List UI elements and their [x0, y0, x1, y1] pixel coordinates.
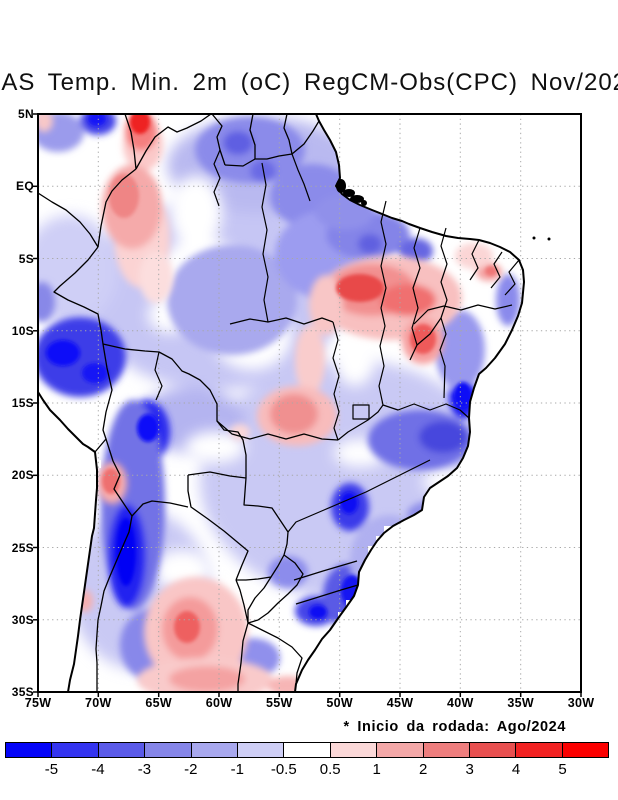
- colorbar-label: 1: [372, 761, 381, 778]
- colorbar-label: -1: [230, 761, 244, 778]
- colorbar-segment: [516, 743, 563, 757]
- x-tick-label: 70W: [84, 696, 112, 710]
- y-tick-label: 5N: [18, 107, 34, 121]
- colorbar-label: 5: [558, 761, 567, 778]
- colorbar-label: 4: [511, 761, 521, 778]
- coastline: [37, 113, 525, 693]
- colorbar-segment: [423, 743, 470, 757]
- graticule: [38, 114, 581, 692]
- x-tick-label: 60W: [205, 696, 233, 710]
- x-tick-label: 55W: [265, 696, 293, 710]
- state-borders: [154, 149, 520, 605]
- colorbar-segment: [98, 743, 146, 757]
- y-tick-label: 35S: [11, 685, 34, 699]
- y-tick-label: 25S: [11, 540, 34, 555]
- colorbar-segment: [52, 743, 99, 757]
- amazon-delta: [336, 179, 551, 241]
- x-tick-label: 65W: [145, 696, 172, 710]
- colorbar-label: 0.5: [319, 761, 341, 778]
- colorbar-segment: [330, 743, 378, 757]
- run-start-annotation: * Inicio da rodada: Ago/2024: [343, 719, 566, 735]
- colorbar-segment: [377, 743, 424, 757]
- colorbar-label: -4: [91, 761, 105, 778]
- y-tick-label: 10S: [11, 323, 34, 338]
- y-tick-label: EQ: [16, 179, 34, 194]
- colorbar-segment: [6, 743, 53, 757]
- y-tick-label: 15S: [11, 396, 34, 410]
- colorbar-label: 2: [418, 761, 428, 778]
- colorbar-label: -3: [137, 761, 152, 778]
- colorbar: [5, 742, 609, 758]
- bias-field: [38, 114, 524, 692]
- y-tick-label: 30S: [11, 612, 34, 627]
- x-tick-label: 50W: [326, 696, 353, 710]
- country-borders: [38, 114, 320, 692]
- x-tick-label: 35W: [507, 696, 534, 710]
- axis-ticks: [33, 113, 582, 697]
- colorbar-label: -5: [44, 761, 59, 778]
- x-tick-label: 30W: [567, 696, 595, 710]
- x-tick-label: 75W: [24, 696, 52, 710]
- x-tick-label: 45W: [386, 696, 414, 710]
- page-title: BIAS Temp. Min. 2m (oC) RegCM-Obs(CPC) N…: [0, 69, 618, 96]
- colorbar-segment: [145, 743, 192, 757]
- colorbar-label: 3: [465, 761, 474, 778]
- colorbar-segment: [469, 743, 517, 757]
- colorbar-segment: [191, 743, 238, 757]
- colorbar-segment: [284, 743, 331, 757]
- y-tick-label: 5S: [18, 251, 34, 266]
- colorbar-segment: [562, 743, 609, 757]
- x-tick-label: 40W: [446, 696, 474, 710]
- y-tick-label: 20S: [11, 468, 34, 483]
- colorbar-label: -0.5: [270, 761, 297, 778]
- colorbar-segment: [237, 743, 285, 757]
- colorbar-label: -2: [184, 761, 198, 778]
